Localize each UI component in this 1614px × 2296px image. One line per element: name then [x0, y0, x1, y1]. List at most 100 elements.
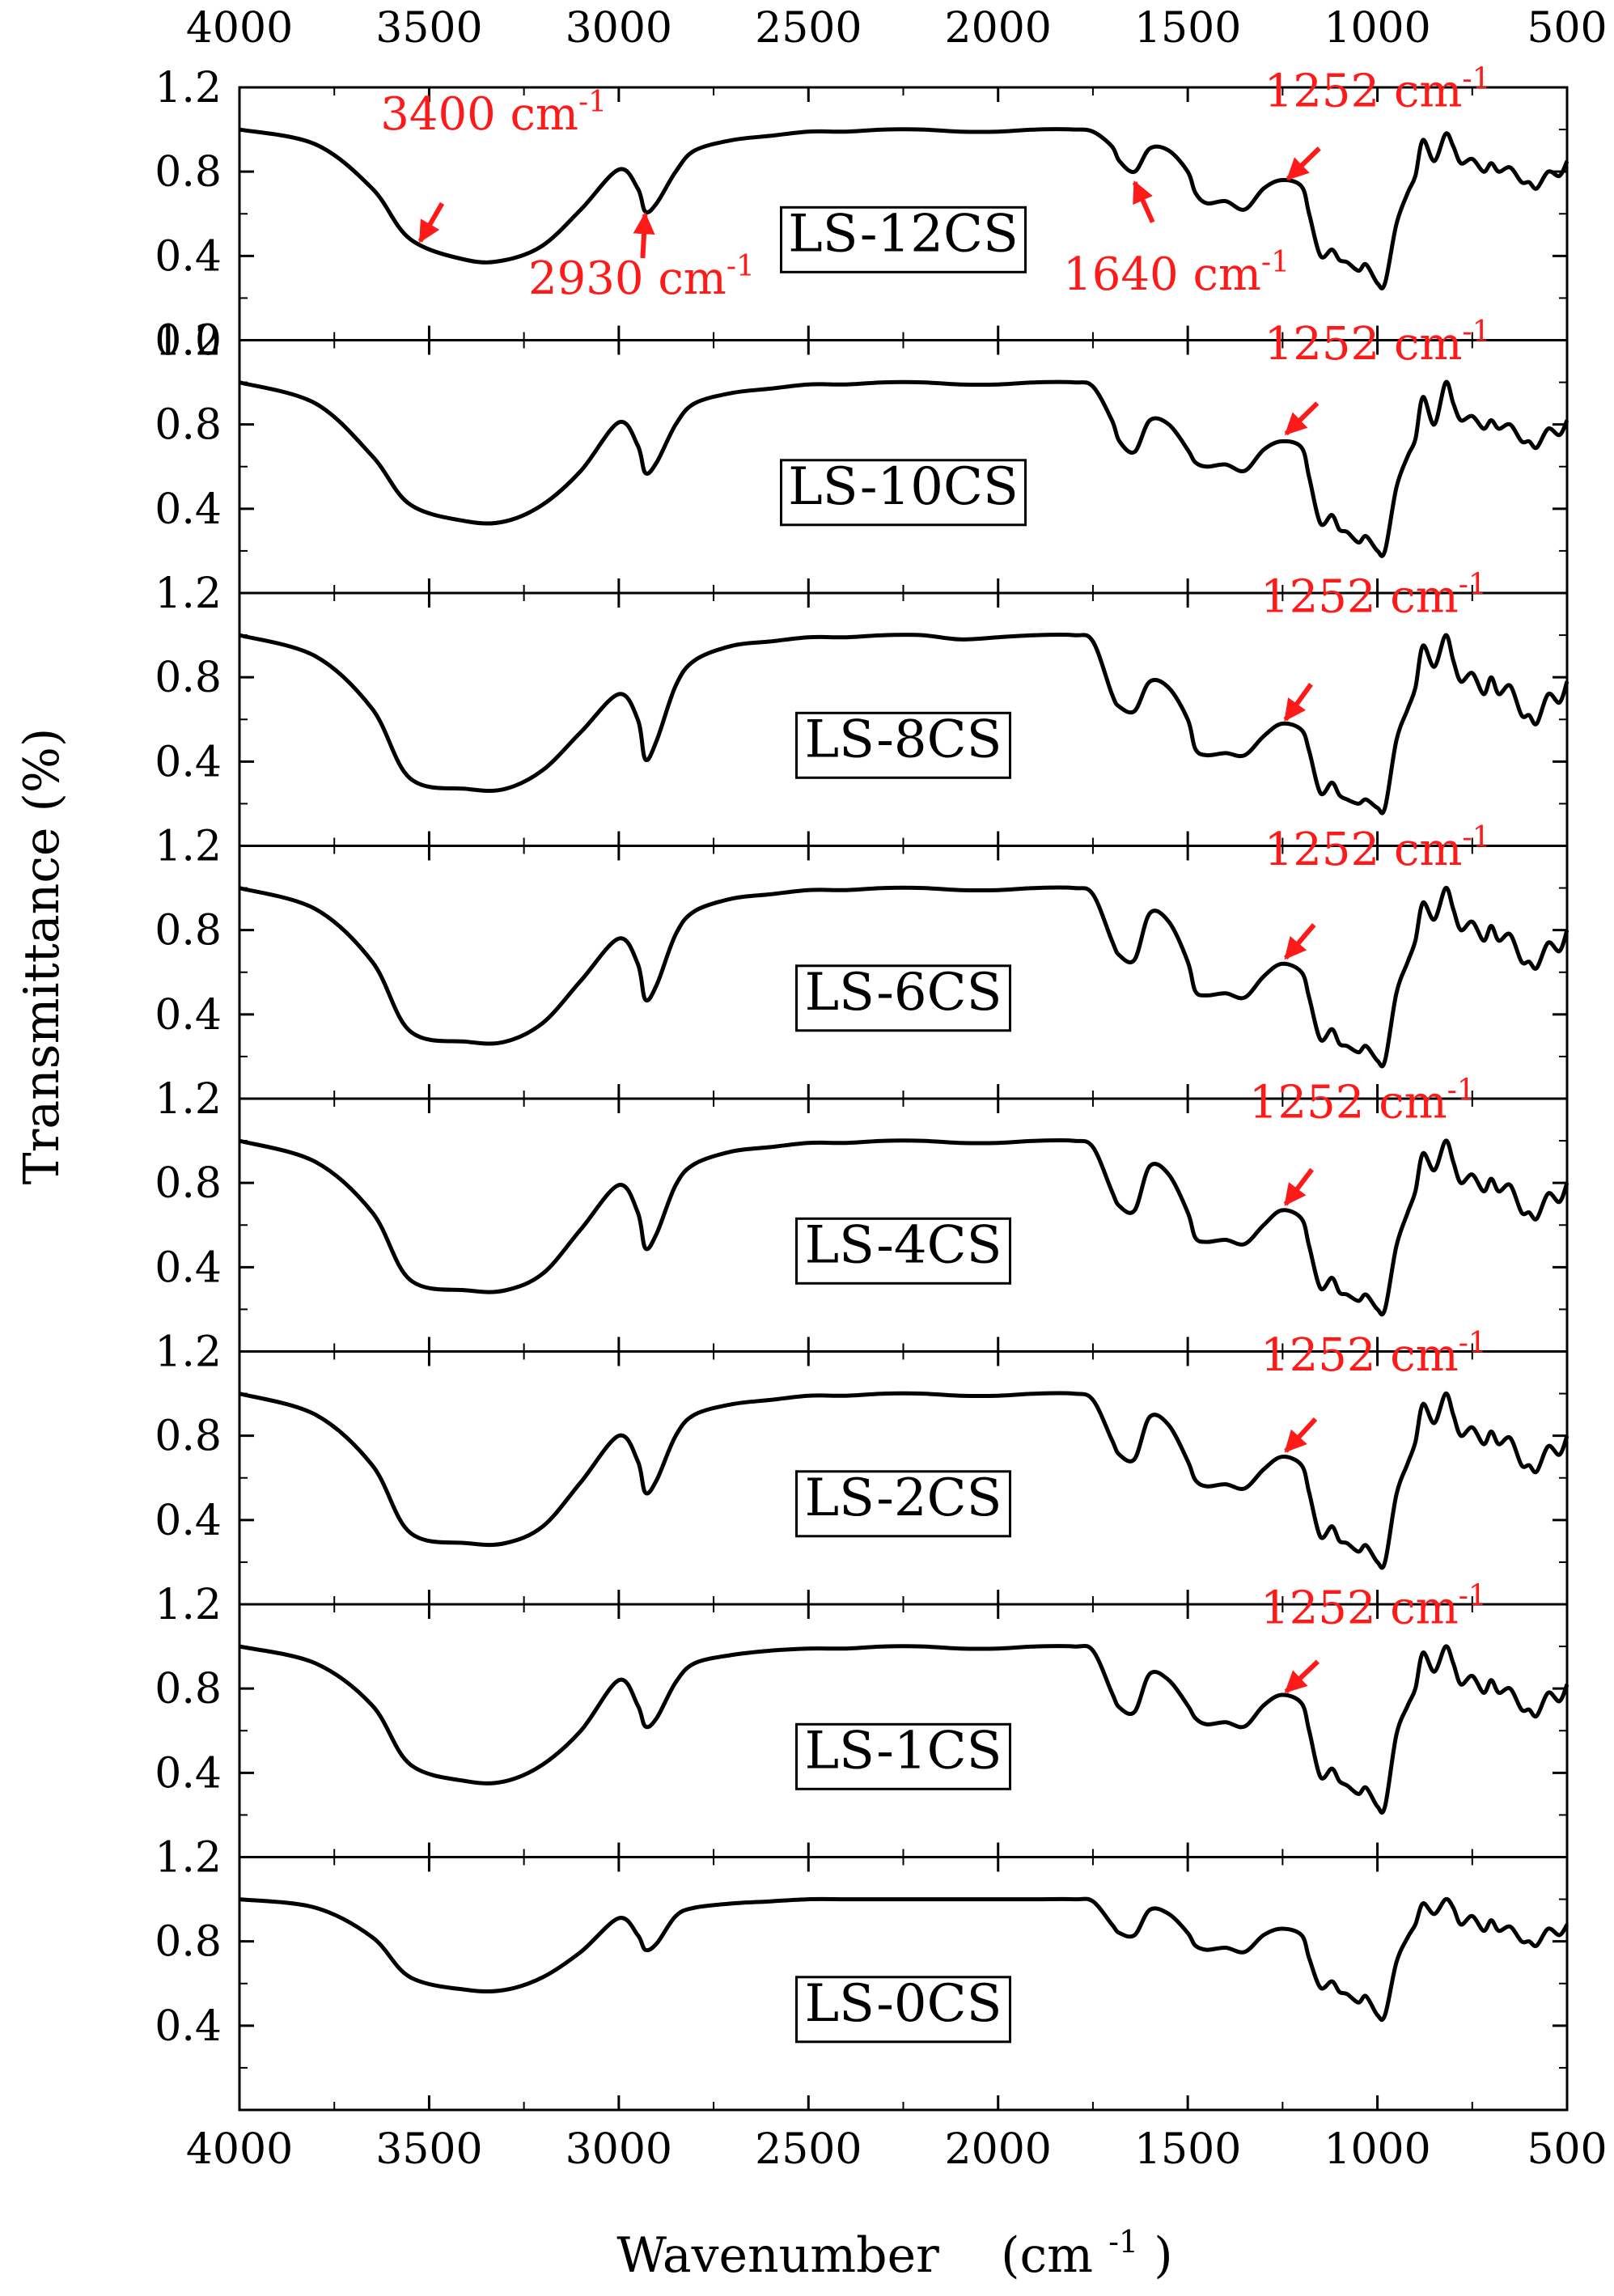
annotation-arrow: [1283, 683, 1313, 722]
series-line-ls-0cs: [239, 1896, 1570, 2023]
annotation-label: 1252 cm-1: [1260, 568, 1487, 623]
y-tick-label: 1.2: [155, 64, 222, 112]
annotation-value: 1252: [1260, 570, 1390, 623]
annotation-unit: cm: [1379, 1076, 1447, 1129]
annotation-arrow: [1283, 1167, 1314, 1206]
annotation-label: 1252 cm-1: [1265, 821, 1491, 876]
series-line-ls-8cs: [239, 632, 1570, 815]
top-x-tick-labels: 4000 3500 3000 2500 2000 1500 1000 500: [186, 4, 1608, 53]
annotation-unit-sup: -1: [727, 250, 755, 283]
annotation-unit: cm: [1394, 318, 1462, 371]
sample-label-ls-8cs: LS-8CS: [795, 710, 1011, 779]
x-tick-label-top: 2000: [945, 4, 1052, 53]
series-line-ls-1cs: [239, 1643, 1570, 1815]
annotation-1640-panel-0: 1640 cm-1: [1063, 180, 1290, 301]
annotation-2930-panel-0: 2930 cm-1: [528, 212, 755, 305]
x-tick-label-bottom: 500: [1527, 2125, 1607, 2174]
annotation-arrow: [1286, 146, 1321, 181]
annotation-value: 1252: [1260, 1329, 1390, 1382]
y-tick-label: 0.4: [155, 2002, 222, 2051]
bottom-x-tick-labels: 4000 3500 3000 2500 2000 1500 1000 500: [186, 2125, 1608, 2174]
sample-label-text: LS-8CS: [805, 710, 1002, 769]
annotation-value: 3400: [380, 88, 510, 141]
annotation-1252-panel-1: 1252 cm-1: [1265, 316, 1491, 436]
panel-ls-2cs: 0.4 0.8 1.2 LS-2CS: [155, 1328, 1570, 1606]
sample-label-ls-4cs: LS-4CS: [795, 1215, 1011, 1285]
panel-ls-12cs: 0.0 0.4 0.8 1.2 LS-12CS: [155, 64, 1570, 366]
y-tick-label: 0.4: [155, 991, 222, 1040]
x-tick-label-bottom: 4000: [186, 2125, 293, 2174]
annotation-label: 1640 cm-1: [1063, 246, 1290, 301]
y-tick-label: 0.8: [155, 401, 222, 450]
annotation-value: 1640: [1063, 248, 1192, 301]
annotation-unit: cm: [510, 88, 578, 141]
x-axis-title-unit-close: ): [1154, 2227, 1172, 2284]
panel-ls-4cs: 0.4 0.8 1.2 LS-4CS: [155, 1075, 1570, 1353]
annotation-1252-panel-3: 1252 cm-1: [1265, 821, 1491, 960]
annotation-unit-sup: -1: [1462, 62, 1490, 95]
sample-label-box: [795, 1217, 1011, 1285]
x-axis-title-main: Wavenumber: [616, 2227, 939, 2284]
annotation-1252-panel-0: 1252 cm-1: [1265, 62, 1491, 181]
panel-ls-6cs: 0.4 0.8 1.2 LS-6CS: [155, 823, 1570, 1100]
annotation-unit-sup: -1: [1447, 1074, 1476, 1107]
annotation-unit-sup: -1: [1459, 568, 1487, 601]
y-tick-label: 0.4: [155, 1749, 222, 1798]
annotation-label: 1252 cm-1: [1260, 1579, 1487, 1634]
y-tick-label: 0.8: [155, 148, 222, 197]
x-axis-title-spacer: [955, 2227, 985, 2284]
annotation-arrow: [1284, 1417, 1318, 1453]
annotation-unit-sup: -1: [1459, 1327, 1487, 1360]
annotation-unit: cm: [1394, 824, 1462, 876]
sample-label-text: LS-10CS: [788, 457, 1019, 517]
sample-label-ls-6cs: LS-6CS: [795, 963, 1011, 1032]
sample-label-box: [795, 1722, 1011, 1790]
sample-label-ls-12cs: LS-12CS: [780, 204, 1027, 273]
annotation-1252-panel-4: 1252 cm-1: [1249, 1074, 1476, 1206]
panel-ls-8cs: 0.4 0.8 1.2 LS-8CS: [155, 570, 1570, 847]
series-line-ls-6cs: [239, 885, 1570, 1069]
annotation-unit: cm: [1390, 570, 1458, 623]
y-tick-label: 0.8: [155, 1918, 222, 1967]
annotation-arrow: [1284, 401, 1320, 436]
annotation-label: 3400 cm-1: [380, 86, 607, 141]
annotation-1252-panel-6: 1252 cm-1: [1260, 1579, 1487, 1694]
x-tick-label-top: 3500: [375, 4, 482, 53]
annotation-unit: cm: [1394, 65, 1462, 117]
x-tick-label-top: 3000: [566, 4, 672, 53]
panel-ls-0cs: 0.4 0.8 1.2 LS-0CS: [155, 1834, 1570, 2112]
x-tick-label-bottom: 1000: [1324, 2125, 1430, 2174]
annotation-arrow: [1284, 1659, 1320, 1694]
x-axis-title-unit: (cm: [1001, 2227, 1093, 2284]
y-tick-label: 0.0: [155, 317, 222, 366]
x-tick-label-bottom: 1500: [1134, 2125, 1241, 2174]
sample-label-box: [795, 964, 1011, 1032]
panels-group: 0.00.40.81.2LS-12CS0.40.81.2LS-10CS0.40.…: [155, 62, 1570, 2112]
annotation-3400-panel-0: 3400 cm-1: [380, 86, 607, 244]
y-tick-label: 1.2: [155, 570, 222, 618]
x-tick-label-bottom: 3000: [566, 2125, 672, 2174]
annotation-unit: cm: [1390, 1329, 1458, 1382]
y-tick-label: 0.4: [155, 1497, 222, 1545]
annotation-value: 1252: [1265, 824, 1394, 876]
annotation-value: 1252: [1260, 1582, 1390, 1634]
y-tick-label: 0.8: [155, 1413, 222, 1461]
panel-ls-1cs: 0.4 0.8 1.2 LS-1CS: [155, 1581, 1570, 1858]
y-tick-label: 1.2: [155, 317, 222, 366]
x-axis-title-unit-sup: -1: [1108, 2224, 1138, 2260]
y-tick-label: 0.8: [155, 907, 222, 955]
annotation-value: 1252: [1265, 65, 1394, 117]
sample-label-ls-10cs: LS-10CS: [780, 457, 1027, 527]
annotation-unit-sup: -1: [1462, 316, 1490, 349]
sample-label-text: LS-2CS: [805, 1468, 1002, 1528]
sample-label-text: LS-4CS: [805, 1215, 1002, 1275]
annotation-unit-sup: -1: [1459, 1579, 1487, 1612]
series-line-ls-12cs: [239, 127, 1570, 291]
annotation-label: 1252 cm-1: [1265, 62, 1491, 117]
annotation-unit: cm: [1390, 1582, 1458, 1634]
panel-ls-10cs: 0.4 0.8 1.2 LS-10CS: [155, 317, 1570, 595]
sample-label-ls-0cs: LS-0CS: [795, 1974, 1011, 2044]
annotation-label: 1252 cm-1: [1260, 1327, 1487, 1382]
x-tick-label-bottom: 2000: [945, 2125, 1052, 2174]
